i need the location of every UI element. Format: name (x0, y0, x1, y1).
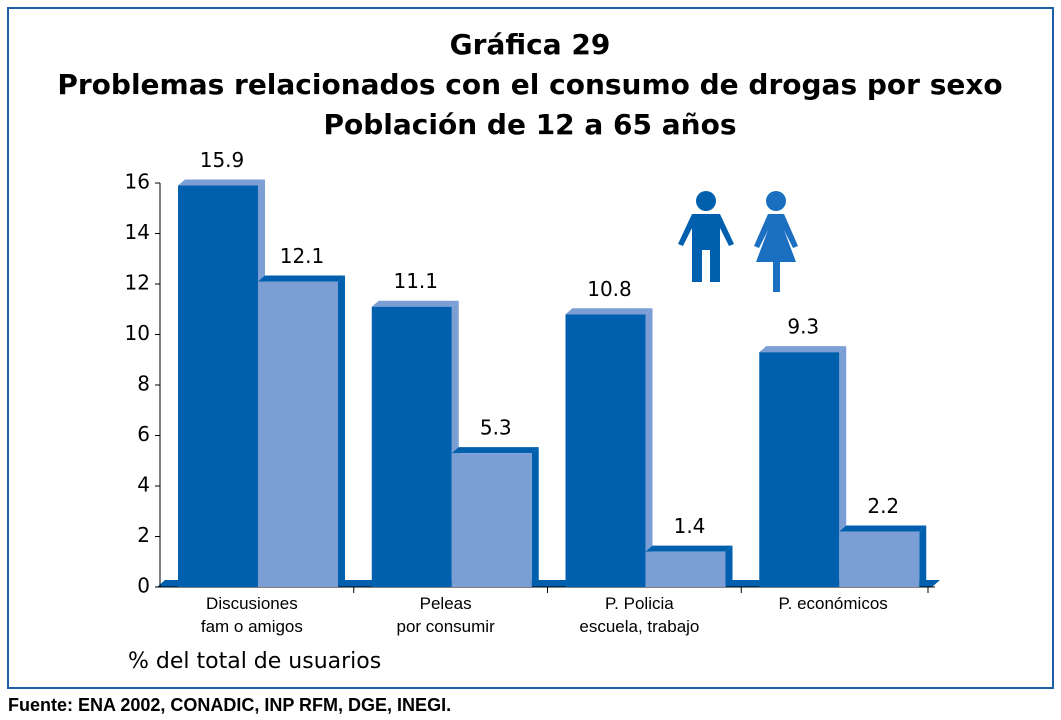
bar-side (645, 308, 653, 587)
value-label: 5.3 (480, 416, 512, 440)
y-tick-label: 12 (125, 271, 150, 295)
bar (759, 352, 840, 587)
y-tick-label: 14 (125, 220, 150, 244)
x-tick-label: P. Policia escuela, trabajo (579, 594, 699, 636)
y-tick-label: 16 (125, 170, 150, 194)
x-tick-label: P. económicos (778, 594, 887, 613)
bar-top (645, 545, 733, 552)
bar-top (178, 179, 265, 186)
value-label: 1.4 (674, 514, 706, 538)
bar-side (919, 525, 927, 587)
value-label: 12.1 (280, 244, 325, 268)
bar-top (565, 308, 653, 315)
y-tick-label: 0 (137, 574, 150, 598)
chart-title: Población de 12 a 65 años (324, 108, 737, 141)
value-label: 9.3 (787, 315, 819, 339)
axis-label: % del total de usuarios (128, 649, 381, 674)
man-icon (678, 191, 734, 282)
bar-side (531, 447, 539, 587)
floor (157, 580, 940, 587)
bar (258, 281, 338, 587)
bar-side (839, 346, 847, 587)
y-tick-label: 10 (125, 321, 150, 345)
bar-top (759, 346, 847, 353)
bar-top (371, 300, 459, 307)
y-tick-label: 2 (137, 523, 150, 547)
value-label: 2.2 (867, 494, 899, 518)
chart-title: Gráfica 29 (450, 28, 611, 61)
x-tick-label: Peleas por consumir (396, 594, 495, 636)
chart-title: Problemas relacionados con el consumo de… (57, 68, 1002, 101)
bar (645, 551, 726, 587)
bar-top (258, 275, 345, 282)
bar-side (725, 545, 733, 587)
bar (839, 531, 920, 587)
value-label: 15.9 (200, 148, 245, 172)
source-note: Fuente: ENA 2002, CONADIC, INP RFM, DGE,… (8, 695, 451, 715)
bar-side (338, 275, 345, 587)
value-label: 11.1 (393, 269, 438, 293)
bar (451, 453, 532, 587)
woman-icon (754, 191, 798, 292)
value-label: 10.8 (587, 277, 632, 301)
y-tick-label: 6 (137, 422, 150, 446)
bar (178, 185, 258, 587)
bar-top (839, 525, 927, 532)
bar (371, 306, 452, 587)
y-tick-label: 8 (137, 372, 150, 396)
x-tick-label: Discusiones fam o amigos (201, 594, 303, 636)
bar (565, 314, 646, 587)
bar-top (451, 447, 539, 454)
y-tick-label: 4 (137, 473, 150, 497)
